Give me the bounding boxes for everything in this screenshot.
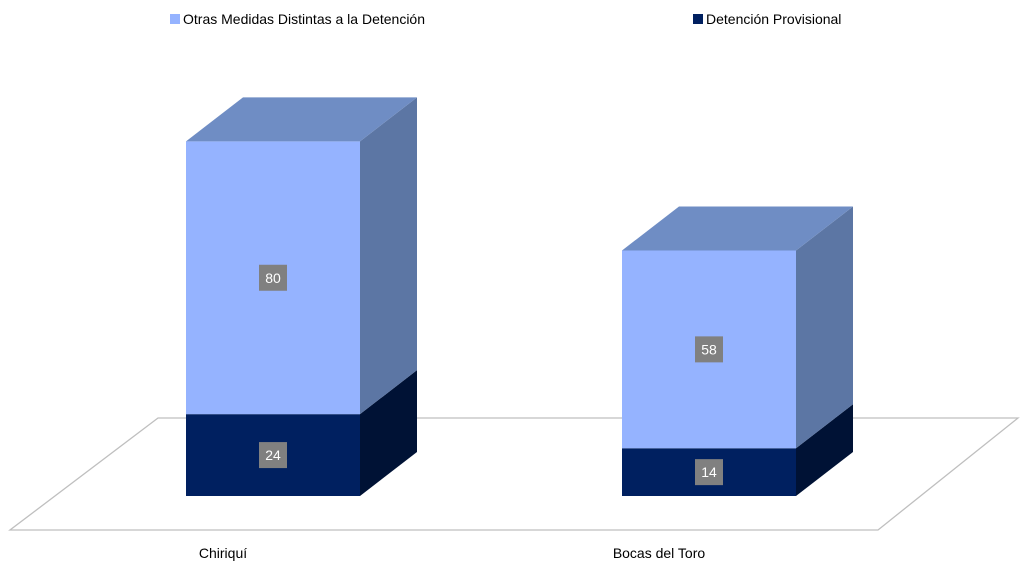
x-axis: Chiriquí Bocas del Toro [199, 545, 706, 561]
data-label-bocas-del-toro-otras-medidas-distintas-a-la-detencion: 58 [695, 336, 723, 363]
bar-stack-chiriqui [186, 97, 417, 496]
bar-chiriqui-otras-medidas-distintas-a-la-detencion-side [360, 97, 417, 415]
bar-chiriqui-otras-medidas-distintas-a-la-detencion-top [186, 97, 417, 142]
data-label-box [259, 264, 287, 291]
legend-item-otras-medidas-distintas-a-la-detencion: Otras Medidas Distintas a la Detención [170, 11, 425, 27]
legend: Otras Medidas Distintas a la Detención De… [170, 11, 841, 27]
data-label-text: 14 [701, 464, 717, 480]
bar-bocas-del-toro-otras-medidas-distintas-a-la-detencion [622, 206, 853, 449]
bars [186, 97, 853, 496]
data-label-chiriqui-otras-medidas-distintas-a-la-detencion: 80 [259, 264, 287, 291]
data-label-text: 80 [265, 270, 281, 286]
bar-stack-bocas-del-toro [622, 206, 853, 496]
legend-label: Otras Medidas Distintas a la Detención [183, 11, 425, 27]
data-label-text: 24 [265, 447, 281, 463]
data-label-box [695, 459, 723, 486]
category-label-chiriqui: Chiriquí [199, 545, 247, 561]
bar-chiriqui-detencion-provisional [186, 370, 417, 496]
data-label-text: 58 [701, 341, 717, 357]
legend-label: Detención Provisional [706, 11, 841, 27]
bar-bocas-del-toro-detencion-provisional-side [796, 404, 853, 496]
bar-chiriqui-otras-medidas-distintas-a-la-detencion [186, 97, 417, 415]
bar-bocas-del-toro-otras-medidas-distintas-a-la-detencion-top [622, 206, 853, 251]
bar-chiriqui-detencion-provisional-side [360, 370, 417, 496]
bar-bocas-del-toro-otras-medidas-distintas-a-la-detencion-side [796, 206, 853, 449]
data-label-bocas-del-toro-detencion-provisional: 14 [695, 459, 723, 486]
data-label-box [695, 336, 723, 363]
chart-floor [8, 417, 1020, 531]
data-labels: 24 80 14 58 [259, 264, 723, 486]
category-label-bocas-del-toro: Bocas del Toro [613, 545, 706, 561]
legend-swatch [170, 14, 180, 24]
data-label-box [259, 442, 287, 469]
data-label-chiriqui-detencion-provisional: 24 [259, 442, 287, 469]
legend-swatch [693, 14, 703, 24]
legend-item-detencion-provisional: Detención Provisional [693, 11, 841, 27]
floor-outline [8, 417, 1020, 531]
